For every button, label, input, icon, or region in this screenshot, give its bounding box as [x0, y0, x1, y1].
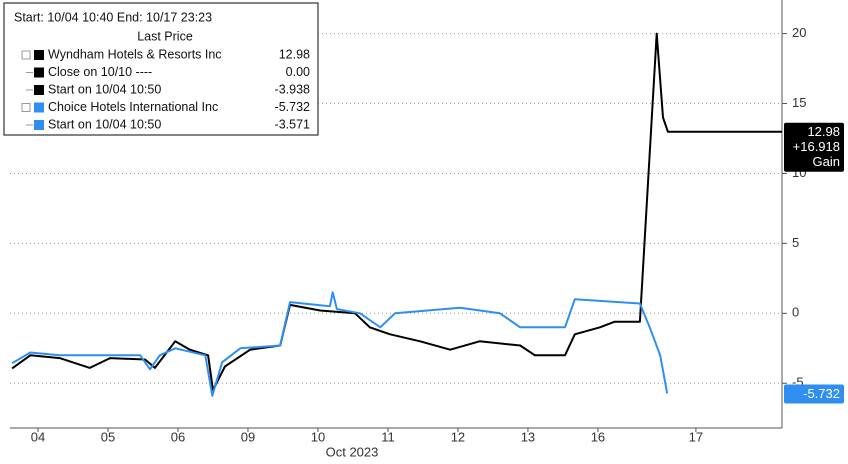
legend-swatch [34, 67, 44, 78]
x-tick-label: 17 [689, 429, 703, 444]
legend-value: 12.98 [279, 47, 310, 61]
legend-swatch [34, 85, 44, 95]
x-tick-label: 11 [381, 429, 395, 444]
value-tag-label: 12.98 [807, 124, 840, 139]
legend: Start: 10/04 10:40 End: 10/17 23:23 Last … [3, 2, 319, 136]
legend-label: Start on 10/04 10:50 [48, 117, 161, 131]
x-tick-label: 04 [31, 429, 45, 444]
value-tag-label: Gain [813, 154, 840, 169]
legend-value: -3.938 [275, 82, 310, 96]
series-line [11, 291, 669, 397]
x-tick-label: 05 [101, 429, 115, 444]
y-tick-label: 0 [792, 305, 799, 320]
value-tag [784, 384, 844, 404]
x-tick-label: 06 [171, 429, 185, 444]
legend-swatch [34, 102, 44, 113]
legend-label: Wyndham Hotels & Resorts Inc [48, 47, 222, 61]
legend-label: Close on 10/10 ---- [48, 65, 152, 79]
y-tick-label: 15 [792, 95, 806, 110]
legend-header: Start: 10/04 10:40 End: 10/17 23:23 [14, 10, 212, 24]
x-tick-label: 16 [591, 429, 605, 444]
y-tick-label: 20 [792, 25, 806, 40]
y-tick-label: 5 [792, 235, 799, 250]
x-axis-label: Oct 2023 [326, 444, 379, 459]
legend-toggle [21, 50, 31, 60]
legend-value: 0.00 [286, 65, 310, 79]
legend-subheader: Last Price [137, 29, 193, 43]
legend-value: -3.571 [275, 117, 310, 131]
x-tick-label: 09 [241, 429, 255, 444]
x-tick-label: 13 [521, 429, 535, 444]
value-tag-label: -5.732 [803, 386, 840, 401]
x-tick-label: 10 [311, 429, 325, 444]
legend-label: Start on 10/04 10:50 [48, 82, 161, 96]
legend-label: Choice Hotels International Inc [48, 100, 218, 114]
legend-value: -5.732 [275, 100, 310, 114]
legend-toggle [21, 103, 31, 112]
legend-swatch [34, 120, 44, 130]
legend-swatch [34, 50, 44, 60]
value-tag-label: +16.918 [793, 139, 840, 154]
legend-box [3, 2, 319, 136]
x-tick-label: 12 [451, 429, 465, 444]
value-tag [784, 122, 844, 172]
y-tick-label: -5 [792, 375, 804, 390]
